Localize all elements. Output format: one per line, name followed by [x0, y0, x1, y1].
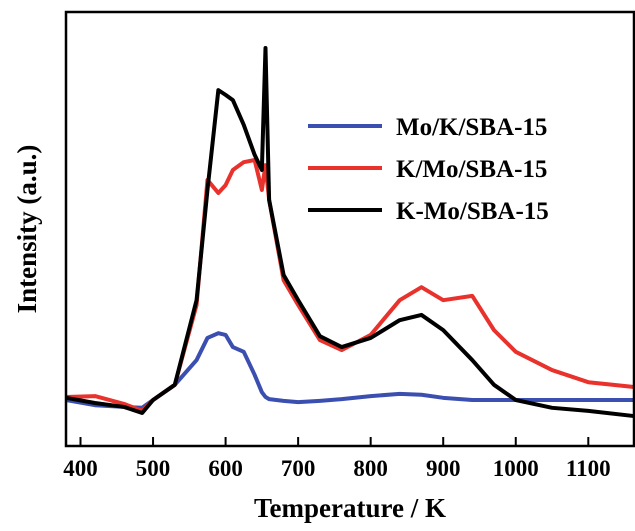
x-tick-label: 800	[353, 456, 388, 481]
series-line	[65, 46, 635, 419]
y-axis-title: Intensity (a.u.)	[12, 145, 42, 314]
x-tick-label: 1100	[566, 456, 611, 481]
legend-text: K/Mo/SBA-15	[396, 156, 547, 183]
x-tick-label: 900	[426, 456, 461, 481]
x-tick-label: 400	[63, 456, 98, 481]
plot-frame	[64, 10, 635, 448]
legend-text: Mo/K/SBA-15	[396, 114, 547, 141]
series-line	[65, 157, 635, 413]
x-tick-label: 600	[208, 456, 243, 481]
legend-text: K-Mo/SBA-15	[396, 198, 549, 225]
x-tick-label: 500	[136, 456, 171, 481]
x-tick-label: 1000	[493, 456, 539, 481]
x-tick-label: 700	[281, 456, 316, 481]
x-axis-title: Temperature / K	[254, 493, 446, 523]
